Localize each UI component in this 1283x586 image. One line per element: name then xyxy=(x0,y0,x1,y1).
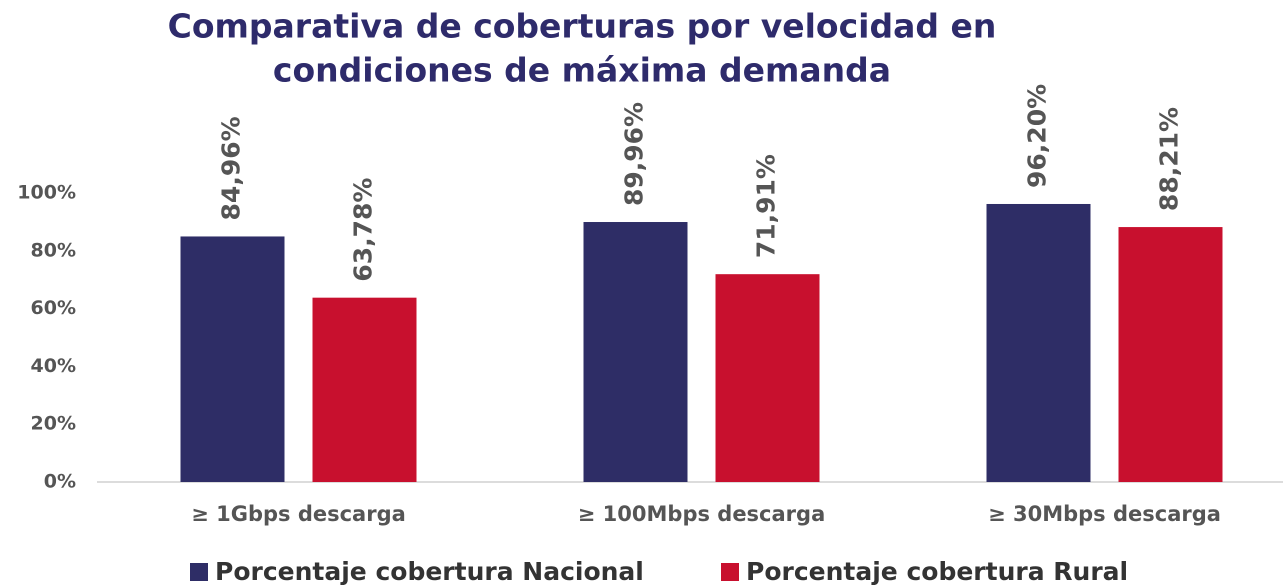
y-tick-label: 80% xyxy=(31,239,76,261)
chart-title: Comparativa de coberturas por velocidad … xyxy=(168,7,997,46)
y-tick-label: 0% xyxy=(44,471,76,493)
bar xyxy=(583,222,688,482)
value-label: 89,96% xyxy=(620,102,649,206)
y-tick-label: 20% xyxy=(31,413,76,435)
bar xyxy=(986,203,1091,482)
value-label: 84,96% xyxy=(217,116,246,220)
y-tick-label: 100% xyxy=(17,182,76,204)
bar xyxy=(715,274,820,482)
legend-swatch xyxy=(190,563,208,581)
value-label: 88,21% xyxy=(1155,107,1184,211)
legend-label: Porcentaje cobertura Rural xyxy=(746,557,1128,586)
value-label: 71,91% xyxy=(752,154,781,258)
bar xyxy=(1118,227,1223,482)
x-tick-label: ≥ 100Mbps descarga xyxy=(578,502,825,526)
value-label: 63,78% xyxy=(349,178,378,282)
x-tick-label: ≥ 1Gbps descarga xyxy=(191,502,406,526)
legend-label: Porcentaje cobertura Nacional xyxy=(215,557,644,586)
bar xyxy=(312,297,417,482)
y-tick-label: 60% xyxy=(31,297,76,319)
x-tick-label: ≥ 30Mbps descarga xyxy=(988,502,1221,526)
bar xyxy=(180,236,285,482)
legend-swatch xyxy=(721,563,739,581)
value-label: 96,20% xyxy=(1023,84,1052,188)
chart-title: condiciones de máxima demanda xyxy=(273,51,891,90)
y-tick-label: 40% xyxy=(31,355,76,377)
